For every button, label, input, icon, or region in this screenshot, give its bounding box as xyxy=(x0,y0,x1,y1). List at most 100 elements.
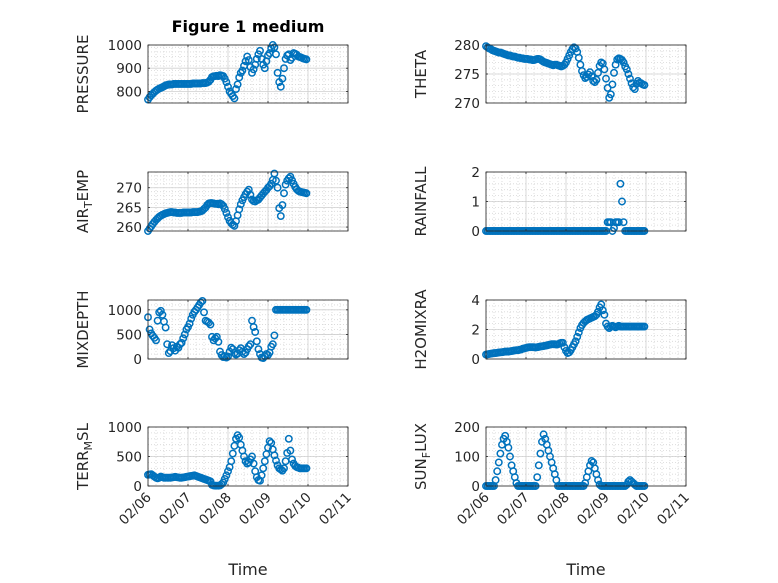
data-point xyxy=(496,449,505,458)
data-point xyxy=(270,169,279,178)
data-point xyxy=(273,68,282,77)
subplot-pressure: 800 900 1000 PRESSURE Figure 1 medium xyxy=(74,17,349,113)
data-point xyxy=(574,328,583,337)
y-tick-label: 280 xyxy=(454,38,480,54)
y-tick-label: 1000 xyxy=(108,38,142,54)
data-point xyxy=(272,50,280,59)
axes-frame xyxy=(147,299,349,360)
y-axis-label: THETA xyxy=(412,49,430,99)
data-point xyxy=(244,56,253,65)
data-point xyxy=(280,189,288,198)
data-point xyxy=(248,452,256,461)
data-point xyxy=(224,467,232,476)
data-point xyxy=(619,58,628,67)
data-point xyxy=(594,307,602,316)
axes-frame xyxy=(147,171,349,232)
data-point xyxy=(260,457,269,466)
data-point xyxy=(228,449,237,458)
data-point xyxy=(176,340,184,349)
y-tick-label: 0 xyxy=(471,224,480,240)
ticks xyxy=(485,299,687,360)
data-point xyxy=(158,310,167,319)
subplot-h2omixra: 0 2 4 H2OMIXRA xyxy=(412,289,687,370)
data-point xyxy=(571,337,580,346)
data-point xyxy=(536,449,545,458)
y-tick-label: 265 xyxy=(116,200,142,216)
data-point xyxy=(286,446,295,455)
data-point xyxy=(270,331,279,340)
data-point xyxy=(573,332,582,341)
data-point xyxy=(539,430,548,439)
data-point xyxy=(227,457,236,466)
y-tick-label: 100 xyxy=(454,450,480,466)
y-tick-label: 270 xyxy=(116,181,142,197)
series-markers xyxy=(144,41,311,104)
data-point xyxy=(616,179,625,188)
data-point xyxy=(594,476,602,485)
y-tick-label: 2 xyxy=(471,323,480,339)
data-point xyxy=(268,340,277,349)
subplot-rainfall: 0 1 2 RAINFALL xyxy=(412,165,687,240)
data-point xyxy=(244,342,253,351)
data-point xyxy=(578,67,586,76)
x-axis-label: Time xyxy=(565,560,605,579)
data-point xyxy=(235,73,244,82)
data-point xyxy=(491,476,500,485)
data-point xyxy=(220,205,229,213)
data-point xyxy=(587,456,596,465)
data-point xyxy=(278,201,287,209)
data-point xyxy=(260,64,269,73)
data-point xyxy=(610,68,618,77)
data-point xyxy=(222,78,231,87)
y-axis-label: H2OMIXRA xyxy=(412,289,430,370)
y-tick-label: 500 xyxy=(116,450,142,466)
data-point xyxy=(592,75,601,84)
data-point xyxy=(163,340,172,349)
data-point xyxy=(600,65,609,74)
data-point xyxy=(624,477,633,486)
data-point xyxy=(618,197,626,206)
series-markers xyxy=(482,300,649,359)
data-point xyxy=(222,471,231,480)
data-point xyxy=(196,298,205,307)
y-axis-label: AIRTEMP xyxy=(74,170,95,233)
data-point xyxy=(212,332,221,341)
data-point xyxy=(627,79,636,88)
data-point xyxy=(630,85,639,94)
data-point xyxy=(204,318,213,327)
data-point xyxy=(611,60,620,69)
data-point xyxy=(506,452,514,461)
data-point xyxy=(598,306,607,315)
y-axis-label: MIXDEPTH xyxy=(74,290,92,368)
data-point xyxy=(280,64,288,73)
data-point xyxy=(230,221,239,230)
data-point xyxy=(222,208,231,217)
data-point xyxy=(164,349,173,358)
data-point xyxy=(619,218,628,227)
y-tick-label: 800 xyxy=(116,84,142,100)
ticks xyxy=(485,171,687,232)
data-point xyxy=(558,338,567,347)
data-point xyxy=(156,306,165,315)
data-point xyxy=(249,323,258,331)
y-tick-label: 0 xyxy=(133,479,142,495)
y-tick-label: 500 xyxy=(116,327,142,343)
data-point xyxy=(302,464,311,473)
data-point xyxy=(640,322,649,331)
data-point xyxy=(560,343,569,352)
data-point xyxy=(493,467,502,476)
data-point xyxy=(249,65,258,74)
data-point xyxy=(272,176,280,185)
data-point xyxy=(626,74,634,83)
data-point xyxy=(533,473,542,482)
y-tick-label: 0 xyxy=(471,479,480,495)
y-tick-label: 275 xyxy=(454,67,480,83)
series-markers xyxy=(144,169,311,235)
y-tick-label: 0 xyxy=(133,352,142,368)
minor-grid xyxy=(486,171,686,232)
data-point xyxy=(608,80,617,89)
data-point xyxy=(640,81,649,89)
data-point xyxy=(246,190,255,199)
series-markers xyxy=(144,297,311,362)
